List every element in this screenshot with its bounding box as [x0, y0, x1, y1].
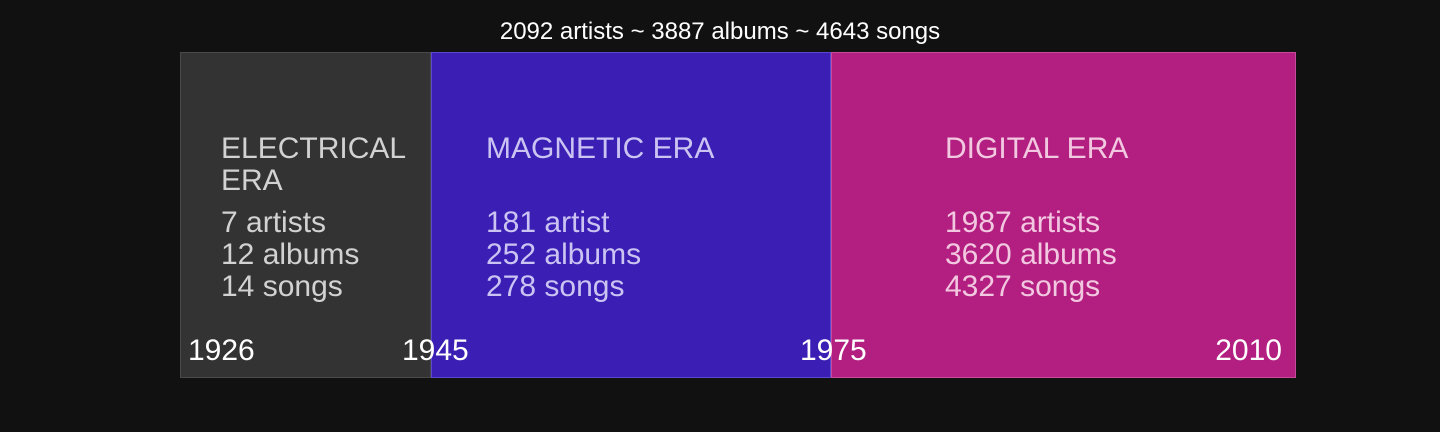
- digital-era-artists: 1987 artists: [945, 206, 1101, 239]
- year-label-1945: 1945: [402, 334, 469, 367]
- electrical-era-title: ELECTRICAL ERA: [221, 132, 405, 197]
- magnetic-era-panel: MAGNETIC ERA 181 artist 252 albums 278 s…: [431, 52, 831, 378]
- digital-era-songs: 4327 songs: [945, 270, 1101, 303]
- magnetic-era-songs: 278 songs: [486, 270, 625, 303]
- year-label-2010: 2010: [1215, 334, 1282, 367]
- magnetic-era-title: MAGNETIC ERA: [486, 132, 715, 165]
- digital-era-stats: 1987 artists 3620 albums 4327 songs: [945, 207, 1117, 303]
- digital-era-panel: DIGITAL ERA 1987 artists 3620 albums 432…: [831, 52, 1296, 378]
- year-label-1926: 1926: [188, 334, 255, 367]
- electrical-era-artists: 7 artists: [221, 206, 327, 239]
- summary-header: 2092 artists ~ 3887 albums ~ 4643 songs: [499, 18, 941, 45]
- electrical-era-panel: ELECTRICAL ERA 7 artists 12 albums 14 so…: [180, 52, 431, 378]
- era-timeline: ELECTRICAL ERA 7 artists 12 albums 14 so…: [180, 52, 1296, 378]
- digital-era-title: DIGITAL ERA: [945, 132, 1129, 165]
- magnetic-era-stats: 181 artist 252 albums 278 songs: [486, 207, 641, 303]
- digital-era-albums: 3620 albums: [945, 238, 1117, 271]
- magnetic-era-artists: 181 artist: [486, 206, 610, 239]
- electrical-era-stats: 7 artists 12 albums 14 songs: [221, 207, 359, 303]
- electrical-era-albums: 12 albums: [221, 238, 360, 271]
- electrical-era-songs: 14 songs: [221, 270, 343, 303]
- magnetic-era-albums: 252 albums: [486, 238, 642, 271]
- year-label-1975: 1975: [800, 334, 867, 367]
